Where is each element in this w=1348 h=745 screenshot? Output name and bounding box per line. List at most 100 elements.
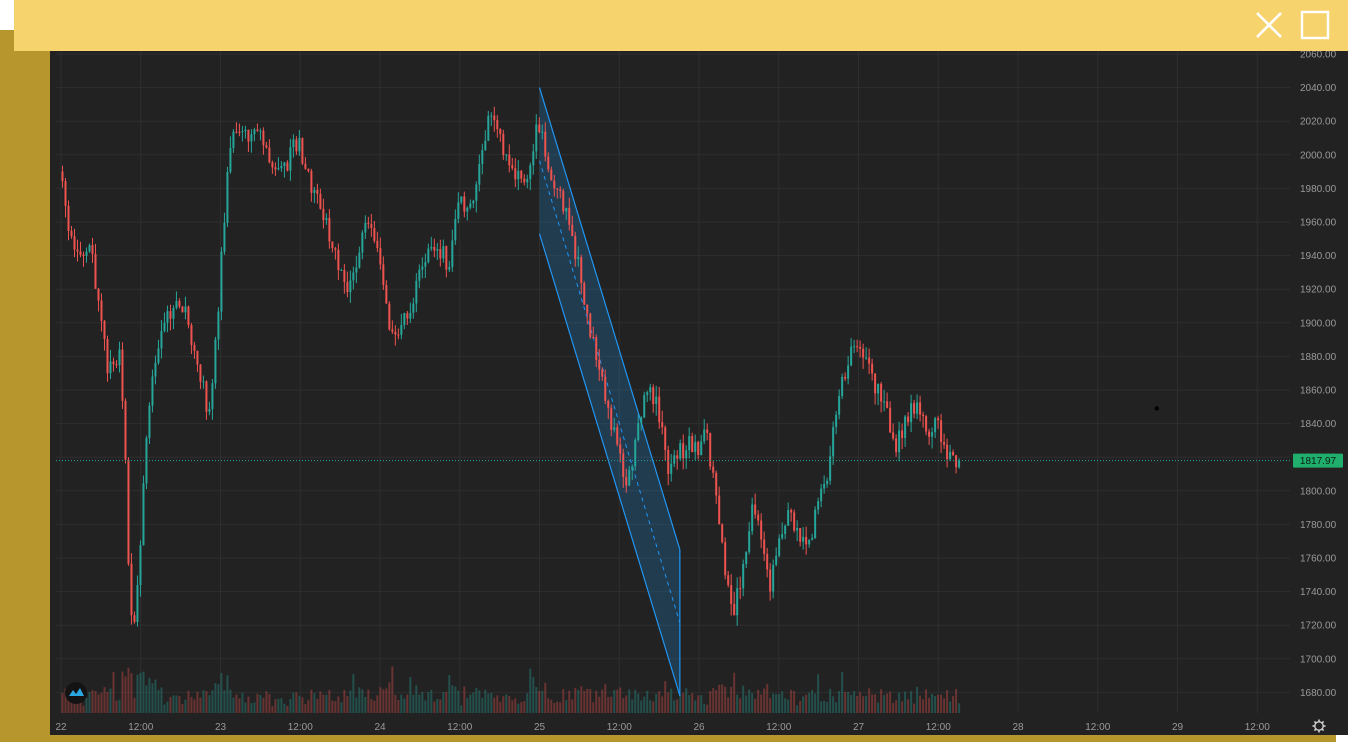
candle-body [298,138,301,152]
volume-bar [352,674,355,713]
volume-bar [424,700,427,713]
candle-body [454,218,457,241]
candle-body [943,442,946,445]
candle-body [157,348,160,363]
candle-body [610,407,613,430]
channel-upper-line [538,87,681,550]
candle-body [754,504,757,515]
volume-bar [289,699,292,713]
candle-body [106,339,109,374]
volume-bar [484,689,487,713]
candle-body [529,165,532,180]
candle-body [67,205,70,231]
volume-bar [775,694,778,713]
volume-bar [535,686,538,713]
candle-body [646,392,649,396]
candle-body [304,163,307,169]
candle-body [724,542,727,576]
candle-body [805,536,808,545]
volume-bar [841,671,844,713]
candle-body [601,369,604,377]
volume-bar [163,704,166,713]
volume-bar [787,699,790,713]
candle-body [391,329,394,332]
candle-body [76,249,79,252]
price-axis-bg [1290,51,1348,735]
candle-body [928,431,931,437]
volume-bar [835,702,838,713]
candle-body [289,147,292,171]
candle-body [814,509,817,538]
volume-bar [925,689,928,713]
volume-bar [724,686,727,713]
candle-body [397,334,400,336]
price-axis: 2060.00 2040.00 2020.00 2000.00 1980.00 1960.… [1290,51,1348,735]
candle-body [409,312,412,319]
candle-body [439,249,442,259]
volume-bar [376,695,379,713]
volume-bar [349,690,352,713]
volume-bar [955,689,958,713]
candle-body [172,308,175,319]
volume-bar [817,674,820,713]
volume-bar [193,699,196,713]
candle-body [694,441,697,453]
volume-bar [673,700,676,713]
candle-body [535,124,538,152]
candle-body [748,531,751,553]
candle-body [907,416,910,423]
y-tick-label: 1920.00 [1300,285,1337,296]
candle-body [868,357,871,364]
volume-bar [448,674,451,713]
volume-bar [649,700,652,713]
volume-bar [121,671,124,713]
candle-body [922,414,925,417]
volume-bar [166,701,169,713]
volume-bar [70,702,73,713]
window-title-bar [14,0,1348,51]
candle-body [73,236,76,250]
x-tick-label: 12:00 [1085,722,1110,733]
volume-bar [946,690,949,713]
price-chart[interactable]: 2060.00 2040.00 2020.00 2000.00 1980.00 1960.… [50,51,1348,735]
volume-bar [277,698,280,713]
volume-bar [646,690,649,713]
volume-bar [643,696,646,713]
x-tick-label: 12:00 [766,722,791,733]
candle-body [772,564,775,592]
candle-body [643,395,646,418]
volume-bar [856,695,859,713]
volume-bar [247,696,250,713]
y-tick-label: 1980.00 [1300,184,1337,195]
volume-bar [658,691,661,713]
volume-bar [769,698,772,713]
candle-body [370,224,373,229]
candle-body [250,134,253,142]
close-icon[interactable] [1254,10,1284,40]
y-tick-label: 1760.00 [1300,554,1337,565]
volume-bar [880,689,883,713]
volume-bar [274,699,277,713]
candle-body [103,320,106,340]
volume-bar [286,705,289,713]
candle-body [109,361,112,374]
volume-bar [829,688,832,713]
candle-body [916,402,919,414]
volume-bar [265,691,268,713]
volume-bar [544,682,547,713]
candle-body [142,483,145,546]
volume-bar [115,700,118,713]
volume-bar [388,682,391,713]
volume-bar [100,692,103,713]
maximize-icon[interactable] [1300,10,1330,40]
volume-bar [118,699,121,713]
volume-bar [475,687,478,713]
settings-gear-icon[interactable] [1312,719,1326,733]
gear-tooth [1313,728,1317,732]
candle-body [934,418,937,433]
candle-body [883,401,886,403]
volume-bar [232,697,235,713]
candle-body [901,430,904,438]
chart-panel[interactable]: 2060.00 2040.00 2020.00 2000.00 1980.00 1960.… [50,51,1348,735]
candle-body [769,569,772,592]
